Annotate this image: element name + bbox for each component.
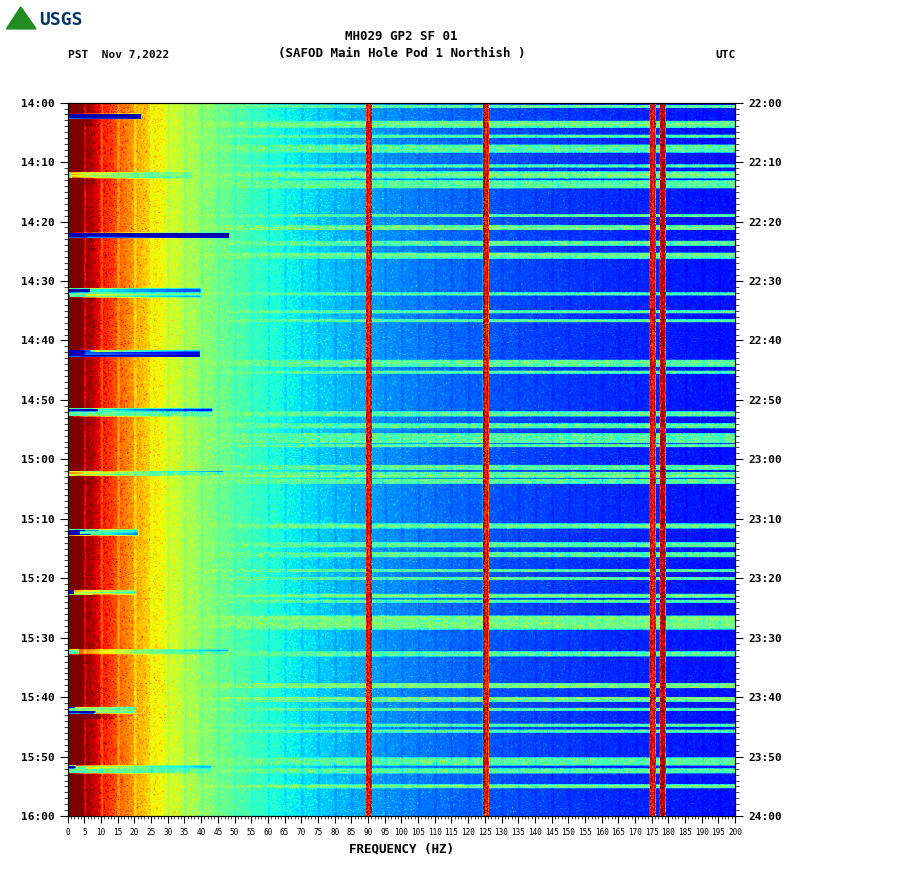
Text: USGS: USGS [39, 12, 82, 29]
Polygon shape [6, 7, 36, 29]
Text: UTC: UTC [715, 50, 735, 60]
Text: (SAFOD Main Hole Pod 1 Northish ): (SAFOD Main Hole Pod 1 Northish ) [278, 46, 525, 60]
X-axis label: FREQUENCY (HZ): FREQUENCY (HZ) [349, 843, 454, 855]
Text: PST  Nov 7,2022: PST Nov 7,2022 [68, 50, 169, 60]
Text: MH029 GP2 SF 01: MH029 GP2 SF 01 [345, 29, 457, 43]
